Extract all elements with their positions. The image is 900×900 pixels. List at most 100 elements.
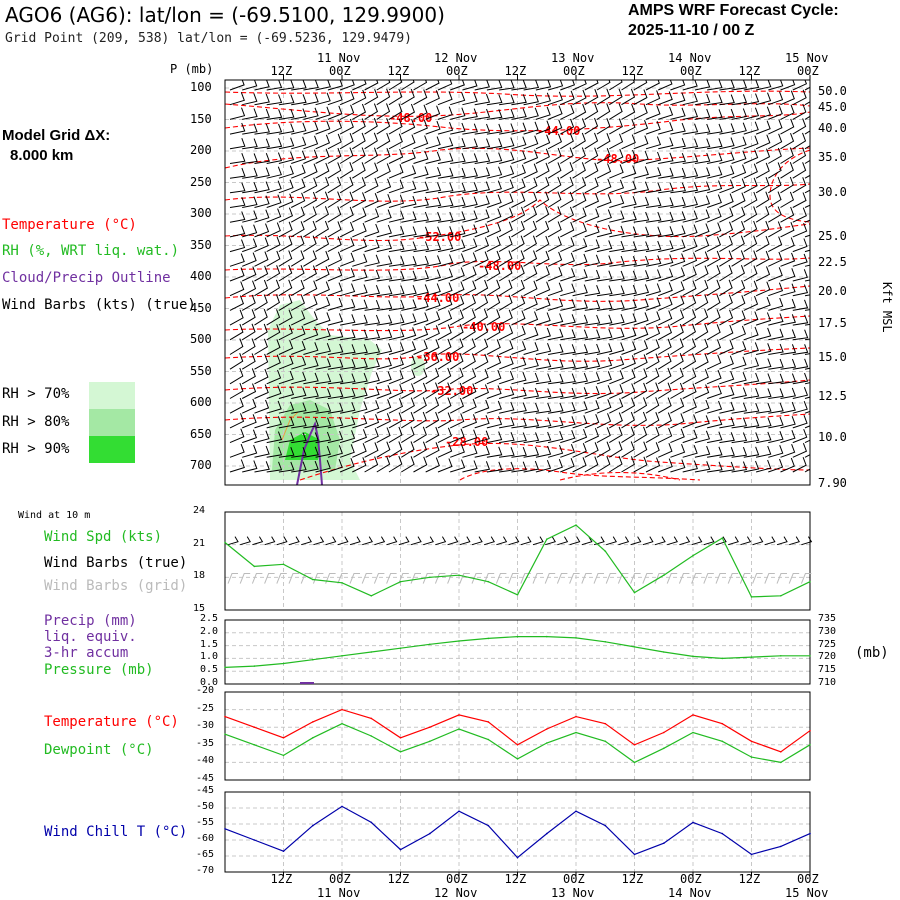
surface-barb-true xyxy=(410,536,422,546)
wind-barb xyxy=(254,195,270,208)
wind-barb xyxy=(413,270,429,282)
wind-barb xyxy=(327,133,342,150)
chill-ytick-4: -65 xyxy=(196,849,215,860)
pressure-axis-label: P (mb) xyxy=(170,62,214,76)
wind-barb xyxy=(780,314,796,326)
wind-barb xyxy=(254,251,269,267)
wind-barb xyxy=(266,180,282,194)
wind-barb xyxy=(437,91,453,106)
wind-barb xyxy=(621,119,636,135)
wind-barb xyxy=(474,294,489,311)
wind-barb xyxy=(706,208,722,223)
wind-barb xyxy=(462,167,478,179)
surface-barb-grid xyxy=(715,573,726,584)
wind-barb xyxy=(657,443,673,458)
wind-barb xyxy=(278,386,295,399)
wind-barb xyxy=(584,428,600,444)
dewpoint-line-point xyxy=(516,758,519,760)
wind-barb xyxy=(315,235,330,253)
wind-barb xyxy=(633,135,649,150)
wind-barb xyxy=(768,282,784,297)
wind-barb xyxy=(401,195,417,208)
wind-barb xyxy=(768,313,784,326)
wind-ytick-2: 18 xyxy=(193,570,206,582)
wind-barb xyxy=(609,285,625,297)
wind-barb xyxy=(462,138,478,150)
wind-barb xyxy=(413,382,428,399)
wind-barb xyxy=(780,329,796,341)
wind-barb xyxy=(364,343,381,355)
wind-barb xyxy=(327,313,344,326)
temperature-line-point xyxy=(692,714,694,716)
wind-barb xyxy=(278,340,294,355)
surface-barb-grid xyxy=(422,573,434,584)
surface-barb-true xyxy=(569,536,581,546)
dewpoint-line-point xyxy=(750,756,753,758)
wind-barb xyxy=(376,343,393,355)
wind-barb xyxy=(621,369,636,385)
wind-barb xyxy=(413,441,428,458)
wind-barb xyxy=(401,355,416,370)
wind-barb xyxy=(670,92,686,106)
temp-contour-0 xyxy=(225,90,810,97)
wind-barb xyxy=(376,148,391,164)
temperature-line-point xyxy=(633,744,636,746)
wind-barb xyxy=(584,193,600,208)
wind-barb xyxy=(609,328,625,341)
wind-barb xyxy=(303,387,319,399)
wind-barb xyxy=(425,226,442,238)
wind-barb xyxy=(486,166,503,179)
date-label-top-3: 14 Nov xyxy=(668,51,712,65)
wind-barb xyxy=(560,90,575,106)
wind-barb xyxy=(401,285,417,297)
wind-barb xyxy=(376,118,391,135)
wind-barb xyxy=(719,264,733,282)
wind-barb xyxy=(474,181,490,194)
dewpoint-line-point xyxy=(341,722,343,725)
wind-barb xyxy=(352,103,367,120)
wind-chill-label: Wind Chill T (°C) xyxy=(44,824,188,840)
wind-barb xyxy=(499,123,515,135)
surface-barb-grid xyxy=(593,573,604,584)
wind-barb xyxy=(670,182,686,194)
wind-barb xyxy=(401,119,416,135)
wind-barb xyxy=(768,105,783,120)
wind-barb xyxy=(413,426,427,444)
wind-barb xyxy=(437,254,454,267)
wind-barb xyxy=(560,80,576,91)
wind-barb xyxy=(670,428,685,444)
wind-barb xyxy=(266,123,283,135)
wind-barb xyxy=(706,416,723,429)
wind-barb xyxy=(511,150,527,164)
wind-barb xyxy=(768,236,783,253)
wind-barb xyxy=(278,123,295,135)
wind-chill-line-point xyxy=(429,832,431,835)
wind-speed-line-point xyxy=(546,538,548,540)
wind-chill-line-point xyxy=(633,853,636,856)
wind-barb xyxy=(450,225,466,238)
wind-barb xyxy=(682,398,697,414)
wind-barb xyxy=(645,457,661,473)
wind-barb xyxy=(670,239,686,253)
wind-barb xyxy=(523,342,539,355)
wind-barb xyxy=(474,138,491,150)
wind-barb xyxy=(560,387,576,399)
wind-barb xyxy=(254,265,269,282)
wind-barb xyxy=(792,238,808,253)
wind-barb xyxy=(535,162,550,179)
wind-barb xyxy=(499,108,515,120)
wind-barb xyxy=(633,354,648,370)
precip-ytick-3: 1.0 xyxy=(200,651,219,663)
wind-barb xyxy=(413,150,429,164)
wind-barb xyxy=(707,109,723,120)
surface-barb-true xyxy=(532,536,544,546)
wind-barb xyxy=(401,341,417,355)
wind-chill-line-point xyxy=(224,828,226,830)
wind-barb xyxy=(388,384,404,399)
surface-barb-grid xyxy=(386,573,397,584)
wind-barbs-grid-label: Wind Barbs (grid) xyxy=(44,578,188,594)
wind-barb xyxy=(339,283,356,297)
wind-barb xyxy=(413,284,429,297)
wind-barb xyxy=(584,223,600,238)
wind-barb xyxy=(768,119,783,135)
